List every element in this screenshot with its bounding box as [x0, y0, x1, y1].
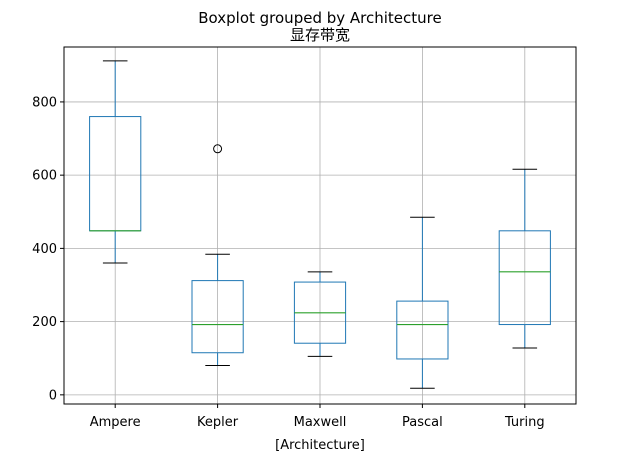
y-tick-label: 0 [49, 388, 57, 403]
y-tick-label: 800 [32, 95, 57, 110]
boxes [89, 60, 551, 389]
y-tick-label: 200 [32, 315, 57, 330]
x-axis-label: [Architecture] [275, 438, 365, 453]
box-ampere [89, 60, 142, 264]
x-tick-label: Ampere [90, 415, 141, 430]
box-turing [498, 168, 551, 349]
x-tick-label: Maxwell [294, 415, 347, 430]
y-tick-label: 600 [32, 169, 57, 184]
chart-subtitle: 显存带宽 [290, 26, 350, 44]
x-tick-label: Turing [504, 415, 545, 430]
box-kepler [191, 144, 244, 367]
box-iqr [191, 280, 244, 354]
box-iqr [498, 230, 551, 326]
chart-title: Boxplot grouped by Architecture [198, 9, 441, 27]
box-pascal [396, 216, 449, 389]
y-tick-label: 400 [32, 242, 57, 257]
x-tick-label: Kepler [197, 415, 239, 430]
x-tick-label: Pascal [402, 415, 443, 430]
outlier-point [213, 144, 223, 154]
ticks: 0 200 400 600 800 Ampere Kepler Maxwell Pascal Tu… [32, 95, 544, 430]
box-maxwell [293, 271, 347, 357]
box-iqr [396, 300, 449, 360]
